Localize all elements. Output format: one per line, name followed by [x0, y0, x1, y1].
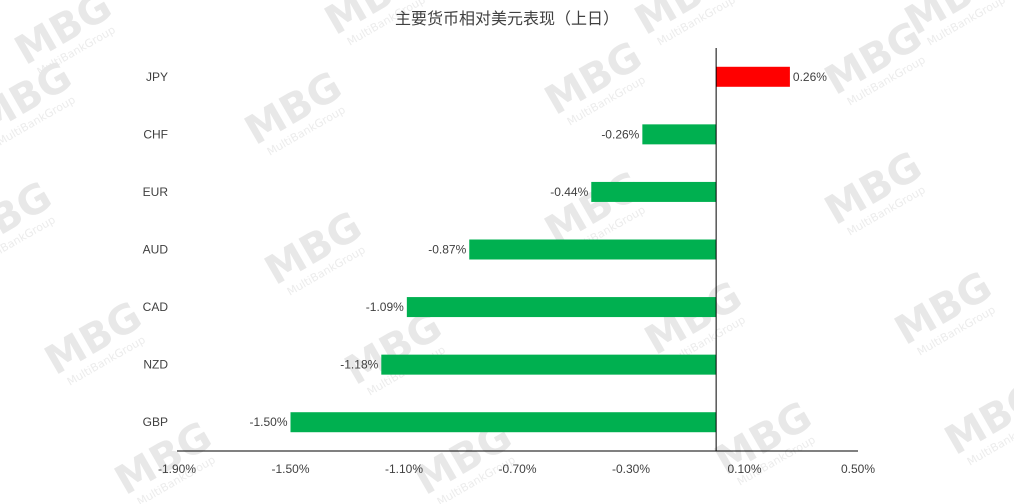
- data-label-nzd: -1.18%: [340, 358, 378, 372]
- x-tick-label: -1.50%: [271, 462, 309, 476]
- bar-jpy: [716, 66, 790, 87]
- bar-eur: [591, 181, 717, 202]
- x-tick-label: -1.10%: [385, 462, 423, 476]
- plot-area: JPY 0.26% CHF -0.26% EUR -0.44% AUD -0.87% CAD -1…: [143, 48, 875, 476]
- x-tick-label: 0.10%: [727, 462, 761, 476]
- data-label-jpy: 0.26%: [793, 70, 827, 84]
- data-label-cad: -1.09%: [366, 300, 404, 314]
- bar-gbp: [290, 412, 717, 433]
- category-label-jpy: JPY: [146, 70, 168, 84]
- x-tick-label: -0.70%: [498, 462, 536, 476]
- category-label-aud: AUD: [143, 243, 169, 257]
- category-label-cad: CAD: [143, 300, 169, 314]
- bar-chf: [642, 124, 717, 145]
- bar-cad: [406, 297, 717, 318]
- bar-nzd: [381, 354, 717, 375]
- category-label-nzd: NZD: [143, 358, 168, 372]
- category-label-chf: CHF: [143, 127, 168, 141]
- chart-title: 主要货币相对美元表现（上日）: [395, 10, 619, 28]
- x-tick-label: 0.50%: [841, 462, 875, 476]
- x-tick-label: -1.90%: [158, 462, 196, 476]
- data-label-eur: -0.44%: [550, 185, 588, 199]
- data-label-gbp: -1.50%: [249, 415, 287, 429]
- category-label-gbp: GBP: [143, 415, 168, 429]
- data-label-aud: -0.87%: [428, 243, 466, 257]
- category-label-eur: EUR: [143, 185, 169, 199]
- data-label-chf: -0.26%: [601, 127, 639, 141]
- x-tick-label: -0.30%: [612, 462, 650, 476]
- bar-aud: [469, 239, 717, 260]
